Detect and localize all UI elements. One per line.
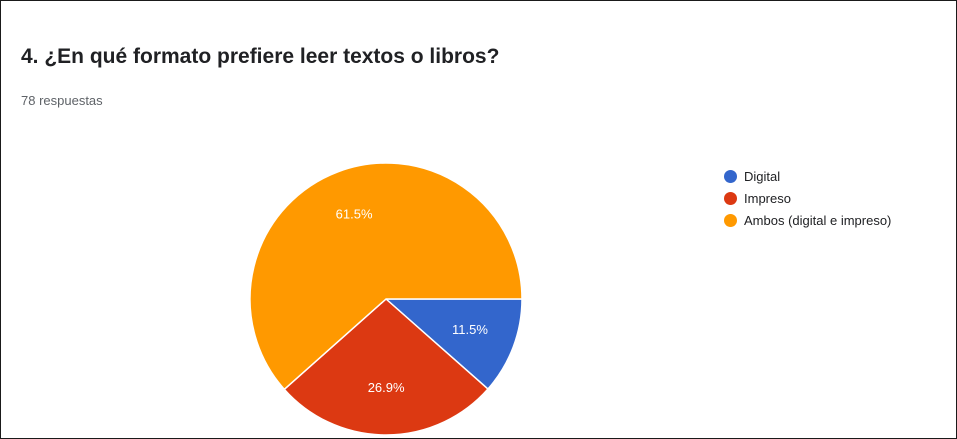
legend-swatch [724, 213, 737, 227]
legend-item-digital[interactable]: Digital [724, 165, 891, 187]
pie-slice-ambos-digital-e-impreso[interactable] [249, 162, 523, 391]
legend-item-impreso[interactable]: Impreso [724, 187, 891, 209]
slice-label-impreso: 26.9% [368, 380, 405, 395]
legend-item-ambos-digital-e-impreso[interactable]: Ambos (digital e impreso) [724, 209, 891, 231]
slice-label-digital: 11.5% [452, 322, 488, 337]
legend-label: Digital [744, 168, 781, 184]
legend-swatch [724, 191, 737, 205]
legend-label: Impreso [744, 190, 791, 206]
legend-label: Ambos (digital e impreso) [744, 212, 892, 228]
slice-label-ambos-digital-e-impreso: 61.5% [336, 207, 373, 222]
pie-slice-impreso[interactable] [283, 297, 490, 436]
pie-slice-digital[interactable] [384, 298, 523, 391]
chart-title: 4. ¿En qué formato prefiere leer textos … [21, 45, 500, 68]
chart-legend: Digital Impreso Ambos (digital e impreso) [724, 165, 891, 231]
legend-swatch [724, 169, 737, 183]
response-count: 78 respuestas [21, 93, 103, 108]
